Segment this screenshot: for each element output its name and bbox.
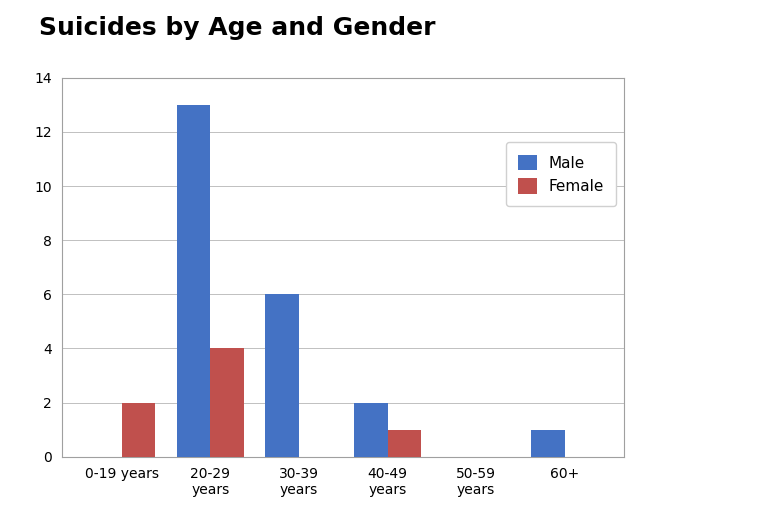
Bar	[122, 403, 155, 457]
Bar	[176, 105, 211, 457]
Bar	[265, 294, 299, 457]
Bar	[531, 430, 565, 457]
Bar	[354, 403, 388, 457]
Text: Suicides by Age and Gender: Suicides by Age and Gender	[39, 16, 435, 39]
Bar	[388, 430, 421, 457]
Bar	[211, 348, 244, 457]
Legend: Male, Female: Male, Female	[506, 142, 616, 207]
